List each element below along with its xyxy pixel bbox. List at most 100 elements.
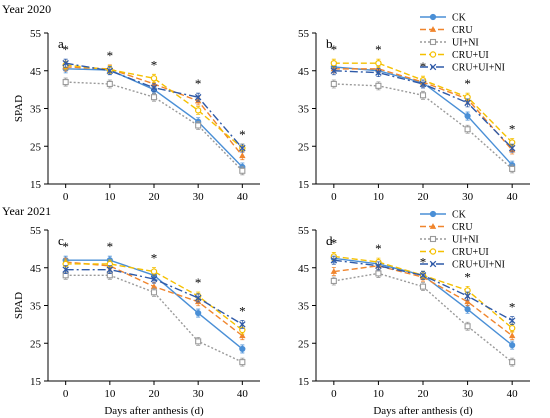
series-line (333, 259, 513, 322)
series-line (333, 83, 513, 170)
significance-marker: * (375, 241, 382, 256)
data-point (464, 323, 471, 330)
x-tick-label: 20 (149, 191, 161, 203)
series-ui-ni (330, 269, 516, 367)
data-point (464, 292, 471, 300)
y-tick-label: 45 (298, 263, 310, 275)
significance-marker: * (375, 42, 382, 57)
data-point (62, 59, 69, 67)
chart-panels: 15 25 35 45 55 0 10 20 30 40 a SPAD * * * * * 15 25 35 45 55 0… (13, 13, 530, 417)
x-axis-title: Days after anthesis (d) (373, 405, 473, 417)
legend-entry: CRU+UI+NI (452, 260, 505, 271)
data-point (330, 80, 337, 88)
legend-marker (429, 210, 437, 218)
y-axis-title: SPAD (13, 292, 25, 319)
x-tick-label: 40 (507, 191, 519, 203)
x-tick-label: 40 (237, 388, 249, 400)
data-point (419, 283, 427, 290)
data-point (62, 79, 69, 86)
data-point (419, 92, 427, 99)
data-point (508, 144, 516, 152)
x-tick-label: 30 (193, 388, 205, 400)
legend-entry: CRU (452, 25, 473, 36)
series-line (65, 263, 243, 331)
data-point (508, 332, 516, 339)
y-tick-label: 15 (298, 376, 310, 388)
data-point (239, 152, 246, 159)
significance-marker: * (464, 269, 471, 284)
legend-marker (429, 63, 437, 71)
data-point (509, 359, 516, 366)
significance-marker: * (331, 42, 338, 57)
x-tick-label: 0 (331, 388, 337, 400)
y-tick-label: 55 (30, 28, 42, 40)
data-point (508, 317, 516, 324)
x-tick-label: 40 (237, 191, 249, 203)
significance-marker: * (107, 239, 114, 254)
panel-letter: c (58, 233, 64, 248)
y-tick-label: 55 (30, 225, 42, 237)
significance-marker: * (62, 42, 69, 57)
legend-marker (429, 38, 437, 46)
data-point (509, 165, 516, 172)
data-point (150, 84, 158, 91)
x-tick-label: 10 (373, 191, 385, 203)
y-tick-label: 35 (30, 301, 42, 313)
legend-entry: CRU+UI (452, 50, 489, 61)
series-ui-ni (330, 79, 516, 174)
y-tick-label: 35 (298, 104, 310, 116)
data-point (419, 272, 427, 279)
series-ui-ni (62, 77, 246, 176)
x-tick-label: 30 (462, 191, 474, 203)
y-tick-label: 45 (30, 66, 42, 78)
x-tick-label: 20 (418, 388, 430, 400)
data-point (509, 342, 516, 349)
legend-marker (429, 51, 437, 58)
y-axis-title: SPAD (13, 95, 25, 122)
legend-marker (429, 26, 437, 32)
data-point (106, 80, 113, 88)
data-point (375, 270, 382, 277)
y-tick-label: 35 (30, 104, 42, 116)
data-point (62, 266, 69, 273)
data-point (106, 67, 114, 75)
data-point (464, 126, 471, 133)
significance-marker: * (509, 121, 516, 136)
legend-entry: CRU+UI (452, 247, 489, 258)
y-tick-label: 15 (298, 179, 310, 191)
significance-marker: * (195, 76, 202, 91)
series-cru-ui (62, 259, 246, 335)
data-point (464, 306, 471, 313)
panel-letter: a (58, 36, 64, 51)
panel-b: 1525354555010203040b*****CKCRUUI+NICRU+U… (298, 13, 530, 203)
y-tick-label: 55 (298, 28, 310, 40)
series-line (333, 62, 513, 143)
data-point (419, 80, 427, 88)
panel-d: 15 25 35 45 55 0 10 20 30 40 d Days after anthesis … (298, 210, 530, 417)
legend-entry: CK (452, 13, 467, 24)
data-point (464, 298, 471, 305)
x-tick-label: 20 (418, 191, 430, 203)
data-point (150, 275, 158, 283)
significance-marker: * (195, 275, 202, 290)
legend-entry: CRU (452, 222, 473, 233)
data-point (195, 338, 202, 345)
data-point (464, 99, 471, 107)
data-point (239, 144, 246, 152)
data-point (330, 60, 338, 67)
data-point (150, 289, 158, 296)
series-cru-ui-ni (330, 66, 516, 153)
data-point (150, 75, 158, 82)
significance-marker: * (509, 300, 516, 315)
significance-marker: * (107, 48, 114, 63)
data-point (508, 324, 516, 332)
legend-entry: CK (452, 210, 467, 221)
data-point (375, 82, 382, 89)
series-line (65, 81, 243, 172)
series-cru-ui-ni (330, 255, 516, 325)
data-point (239, 345, 246, 353)
data-point (194, 107, 202, 114)
